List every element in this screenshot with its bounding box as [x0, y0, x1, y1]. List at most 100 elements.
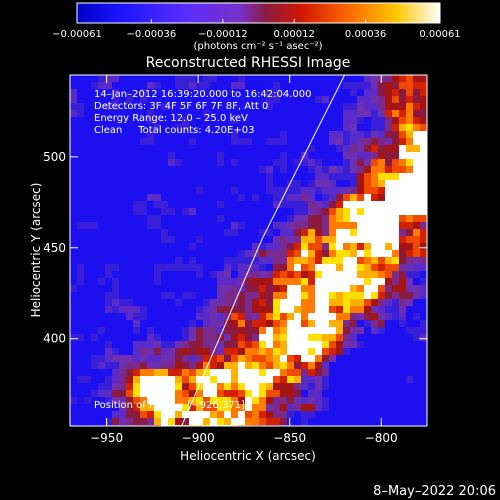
heatmap-cell [294, 131, 301, 138]
heatmap-cell [322, 397, 329, 404]
heatmap-cell [392, 292, 399, 299]
heatmap-cell [84, 362, 91, 369]
heatmap-cell [84, 117, 91, 124]
heatmap-cell [84, 292, 91, 299]
heatmap-cell [98, 376, 105, 383]
heatmap-cell [189, 341, 196, 348]
heatmap-cell [203, 250, 210, 257]
heatmap-cell [308, 299, 315, 306]
heatmap-cell [147, 320, 154, 327]
heatmap-cell [357, 320, 364, 327]
heatmap-cell [280, 117, 287, 124]
heatmap-cell [175, 362, 182, 369]
heatmap-cell [196, 327, 203, 334]
heatmap-cell [413, 89, 420, 96]
heatmap-cell [280, 376, 287, 383]
heatmap-cell [147, 376, 154, 383]
heatmap-cell [315, 159, 322, 166]
heatmap-cell [371, 159, 378, 166]
heatmap-cell [147, 117, 154, 124]
heatmap-cell [84, 411, 91, 418]
heatmap-cell [70, 75, 77, 82]
heatmap-cell [140, 236, 147, 243]
heatmap-cell [392, 124, 399, 131]
heatmap-cell [161, 299, 168, 306]
heatmap-cell [294, 404, 301, 411]
heatmap-cell [266, 103, 273, 110]
heatmap-cell [231, 173, 238, 180]
heatmap-cell [147, 278, 154, 285]
heatmap-cell [154, 285, 161, 292]
heatmap-cell [301, 397, 308, 404]
heatmap-cell [119, 152, 126, 159]
heatmap-cell [343, 355, 350, 362]
heatmap-cell [322, 208, 329, 215]
heatmap-cell [378, 117, 385, 124]
heatmap-cell [273, 236, 280, 243]
heatmap-cell [231, 110, 238, 117]
heatmap-cell [119, 250, 126, 257]
heatmap-cell [126, 411, 133, 418]
heatmap-cell [329, 201, 336, 208]
heatmap-cell [175, 187, 182, 194]
heatmap-cell [378, 271, 385, 278]
heatmap-cell [406, 264, 413, 271]
heatmap-cell [357, 82, 364, 89]
heatmap-cell [336, 404, 343, 411]
heatmap-cell [336, 243, 343, 250]
heatmap-cell [336, 236, 343, 243]
heatmap-cell [84, 257, 91, 264]
heatmap-cell [196, 334, 203, 341]
heatmap-cell [175, 152, 182, 159]
heatmap-cell [161, 124, 168, 131]
heatmap-cell [357, 243, 364, 250]
heatmap-cell [245, 131, 252, 138]
heatmap-cell [91, 390, 98, 397]
heatmap-cell [140, 145, 147, 152]
heatmap-cell [385, 201, 392, 208]
heatmap-cell [147, 75, 154, 82]
heatmap-cell [168, 320, 175, 327]
heatmap-cell [168, 96, 175, 103]
heatmap-cell [175, 250, 182, 257]
heatmap-cell [196, 390, 203, 397]
heatmap-cell [210, 285, 217, 292]
heatmap-cell [252, 264, 259, 271]
heatmap-cell [91, 187, 98, 194]
heatmap-cell [140, 173, 147, 180]
heatmap-cell [105, 250, 112, 257]
heatmap-cell [413, 404, 420, 411]
heatmap-cell [273, 376, 280, 383]
heatmap-cell [154, 152, 161, 159]
heatmap-cell [133, 110, 140, 117]
heatmap-cell [371, 180, 378, 187]
heatmap-cell [217, 320, 224, 327]
heatmap-cell [245, 383, 252, 390]
heatmap-cell [343, 292, 350, 299]
heatmap-cell [364, 236, 371, 243]
heatmap-cell [371, 110, 378, 117]
heatmap-cell [70, 411, 77, 418]
heatmap-cell [112, 236, 119, 243]
heatmap-cell [105, 355, 112, 362]
heatmap-cell [329, 299, 336, 306]
heatmap-cell [77, 222, 84, 229]
heatmap-cell [224, 222, 231, 229]
heatmap-cell [224, 152, 231, 159]
heatmap-cell [322, 390, 329, 397]
heatmap-cell [336, 124, 343, 131]
heatmap-cell [231, 390, 238, 397]
heatmap-cell [343, 285, 350, 292]
heatmap-cell [392, 222, 399, 229]
heatmap-cell [413, 131, 420, 138]
heatmap-cell [161, 208, 168, 215]
heatmap-cell [336, 390, 343, 397]
heatmap-cell [175, 201, 182, 208]
heatmap-cell [189, 208, 196, 215]
heatmap-cell [231, 418, 238, 425]
heatmap-cell [161, 194, 168, 201]
heatmap-cell [70, 152, 77, 159]
heatmap-cell [315, 257, 322, 264]
heatmap-cell [112, 145, 119, 152]
heatmap-cell [154, 222, 161, 229]
